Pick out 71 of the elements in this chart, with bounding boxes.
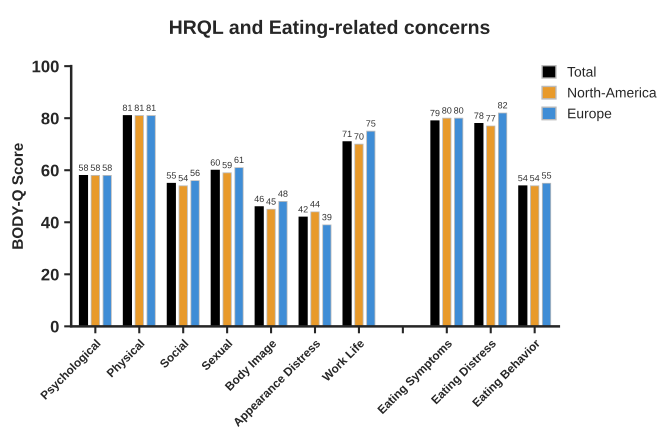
bar (442, 118, 452, 326)
bar (102, 175, 112, 326)
data-label: 60 (210, 159, 220, 166)
data-label: 79 (430, 110, 440, 116)
data-label: 71 (342, 130, 352, 137)
data-label: 55 (166, 172, 176, 179)
bar (486, 126, 496, 326)
data-label: 80 (454, 107, 464, 114)
data-label: 82 (498, 102, 508, 108)
bar (78, 175, 88, 326)
data-label: 54 (530, 174, 540, 182)
bar (146, 115, 156, 326)
chart-title: HRQL and Eating-related concerns (170, 20, 490, 38)
bar (266, 208, 276, 326)
bar (210, 170, 220, 326)
bar (498, 112, 508, 326)
bar (254, 206, 264, 326)
data-label: 46 (254, 196, 264, 202)
bar (530, 185, 540, 326)
y-tick-label: 20 (41, 268, 59, 281)
data-label: 61 (234, 156, 244, 164)
bar (234, 167, 244, 326)
data-label: 39 (322, 214, 332, 220)
data-label: 80 (442, 107, 452, 114)
bar (122, 115, 132, 326)
bar (178, 185, 188, 326)
data-label: 75 (366, 120, 376, 127)
bar (542, 182, 552, 326)
bar (518, 185, 528, 326)
data-label: 56 (190, 170, 200, 176)
legend-label: Europe (568, 108, 612, 122)
data-label: 54 (518, 174, 528, 182)
data-label: 81 (146, 104, 156, 112)
y-tick-label: 60 (41, 164, 59, 176)
y-tick-label: 40 (41, 216, 59, 228)
bar (474, 122, 484, 326)
data-label: 70 (354, 133, 364, 140)
data-label: 42 (298, 206, 308, 212)
bar (190, 180, 200, 326)
y-axis-title: BODY-Q Score (12, 143, 26, 249)
bar (322, 224, 332, 326)
data-label: 55 (542, 172, 552, 179)
data-label: 44 (310, 200, 320, 208)
data-label: 45 (266, 198, 276, 205)
data-label: 81 (134, 104, 144, 112)
bar (354, 144, 364, 326)
data-label: 58 (78, 164, 88, 171)
bar (90, 175, 100, 326)
data-label: 59 (222, 162, 232, 168)
bar (298, 216, 308, 326)
y-tick-label: 80 (41, 112, 59, 124)
data-label: 58 (90, 164, 100, 171)
legend-label: Total (567, 66, 596, 77)
bar (222, 172, 232, 326)
bar (342, 141, 352, 326)
bar (366, 130, 376, 326)
bar (278, 201, 288, 326)
bar (166, 182, 176, 326)
bar (454, 118, 464, 326)
data-label: 58 (102, 164, 112, 171)
data-label: 77 (486, 115, 496, 122)
legend-label: North-America (568, 87, 657, 98)
data-label: 54 (178, 174, 188, 182)
y-tick-label: 0 (50, 320, 59, 333)
bar (310, 211, 320, 326)
bar (430, 120, 440, 326)
data-label: 81 (122, 104, 132, 112)
bar (134, 115, 144, 326)
data-label: 78 (474, 112, 484, 119)
data-label: 48 (278, 190, 288, 197)
y-tick-label: 100 (32, 60, 59, 72)
